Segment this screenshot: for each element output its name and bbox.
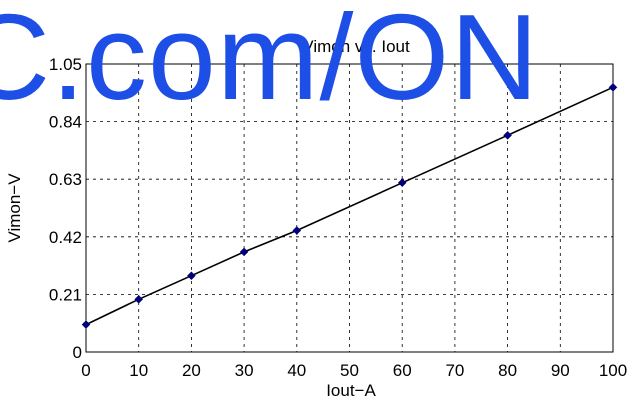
data-point-marker [81, 320, 91, 329]
chart-title: Vimon vs. Iout [302, 37, 410, 56]
y-tick-label: 0 [73, 343, 82, 362]
data-point-marker [187, 271, 196, 281]
y-tick-label: 0.42 [49, 228, 82, 247]
data-point-marker [292, 226, 302, 235]
data-point-marker [239, 247, 249, 257]
y-tick-label: 1.05 [49, 55, 82, 74]
x-tick-label: 20 [182, 361, 201, 380]
x-axis-label: Iout−A [326, 381, 376, 400]
y-axis-tick-labels: 0 0.21 0.42 0.63 0.84 1.05 [49, 55, 82, 362]
data-point-marker [503, 130, 512, 140]
data-point-marker [608, 82, 618, 92]
x-tick-label: 60 [393, 361, 412, 380]
y-tick-label: 0.84 [49, 113, 82, 132]
plot-area-frame [85, 63, 614, 353]
series-line [85, 86, 614, 326]
x-tick-label: 70 [445, 361, 464, 380]
data-point-marker [397, 178, 407, 188]
x-tick-label: 30 [235, 361, 254, 380]
y-tick-label: 0.63 [49, 170, 82, 189]
x-tick-label: 100 [599, 361, 627, 380]
data-point-marker [134, 294, 144, 304]
x-tick-label: 80 [498, 361, 517, 380]
series-layer [81, 82, 618, 329]
x-tick-label: 90 [551, 361, 570, 380]
y-tick-label: 0.21 [49, 285, 82, 304]
x-tick-label: 0 [81, 361, 90, 380]
x-tick-label: 50 [340, 361, 359, 380]
grid-lines [86, 64, 613, 352]
x-axis-tick-labels: 0 10 20 30 40 50 60 70 80 90 100 [81, 361, 627, 380]
y-axis-label: Vimon−V [5, 173, 24, 243]
x-tick-label: 10 [129, 361, 148, 380]
x-tick-label: 40 [287, 361, 306, 380]
